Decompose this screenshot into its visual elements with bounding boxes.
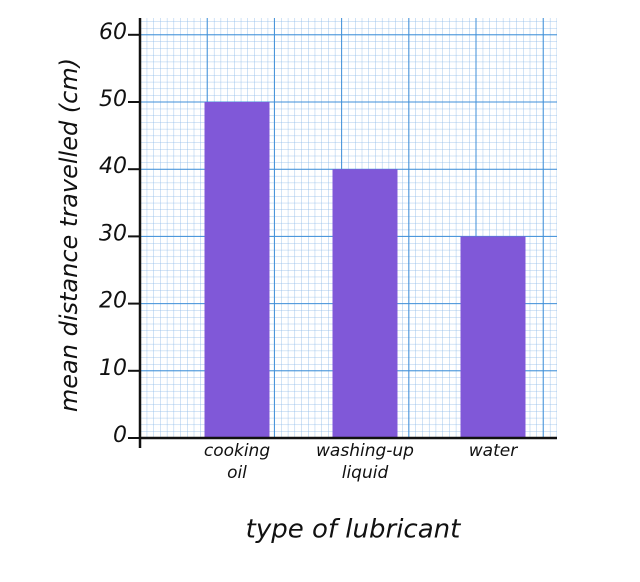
y-tick-label: 50: [99, 87, 127, 112]
x-tick-label: cooking oil: [203, 441, 271, 483]
y-tick-label: 10: [99, 356, 127, 381]
x-axis-title: type of lubricant: [246, 515, 461, 545]
y-tick-label: 60: [99, 20, 127, 45]
y-axis-title: mean distance travelled (cm): [55, 58, 83, 412]
bar: [204, 102, 270, 438]
y-tick-label: 40: [99, 154, 127, 179]
y-tick-label: 0: [113, 423, 127, 448]
bar: [460, 236, 526, 438]
y-tick-label: 20: [99, 289, 127, 314]
y-tick-label: 30: [99, 221, 127, 246]
x-tick-label: water: [468, 441, 518, 461]
x-tick-label: washing-up liquid: [316, 441, 414, 483]
bar: [332, 169, 398, 438]
